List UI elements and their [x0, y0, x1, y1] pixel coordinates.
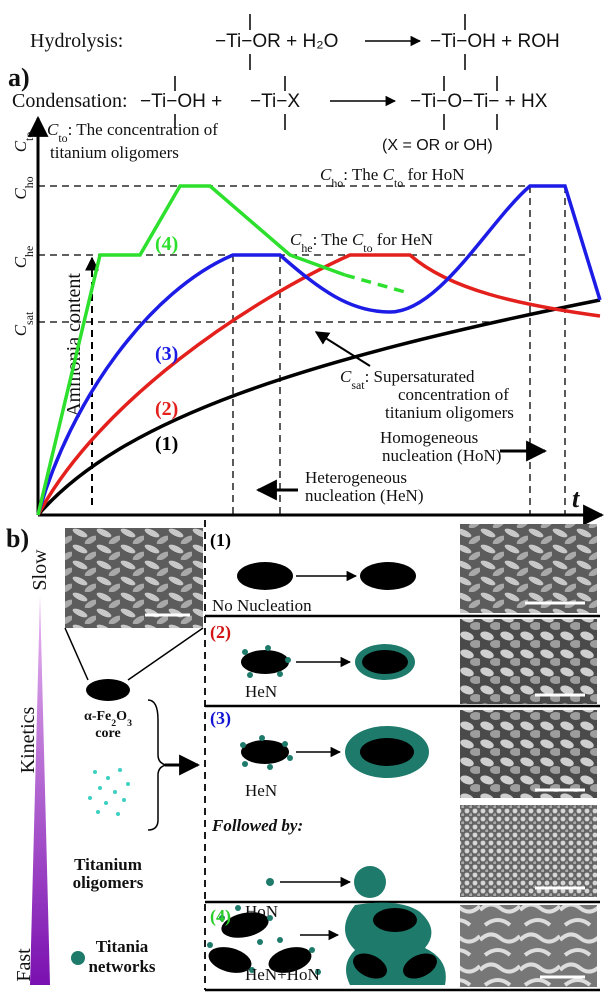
core-particle — [237, 562, 293, 590]
kinetics-fast: Fast — [13, 948, 35, 982]
text-segment: α-Fe — [84, 709, 111, 724]
sem-image — [460, 710, 597, 798]
oligomer-label: Titanium — [74, 855, 142, 874]
panel-caption: HeN+HoN — [245, 965, 320, 984]
figure: Hydrolysis: −Ti−OR + H₂O −Ti−OH + ROH a)… — [0, 0, 607, 995]
text-segment: C — [47, 120, 59, 139]
concentration-graph: Cto Cho Che Csat Cto: The concentration … — [11, 118, 602, 515]
text-segment: C — [290, 230, 302, 249]
y-axis-label: Cto — [11, 132, 36, 153]
core-particle — [86, 679, 130, 701]
text-segment: : The — [343, 165, 382, 184]
text-segment: for HoN — [403, 165, 464, 184]
core-particle — [362, 650, 408, 674]
text-segment: to — [363, 241, 372, 255]
curve-extension — [345, 275, 405, 292]
text-segment: C — [11, 140, 30, 152]
level-label: Che — [11, 246, 36, 269]
followed-by: Followed by: — [211, 816, 303, 835]
text-segment: he — [301, 241, 312, 255]
text-segment: sat — [22, 311, 36, 325]
text-segment: : The — [313, 230, 352, 249]
panel-number: (4) — [210, 906, 231, 927]
hydrolysis-label: Hydrolysis: — [30, 30, 123, 52]
hon-label: nucleation (HoN) — [382, 446, 501, 465]
text-segment: to — [394, 176, 403, 190]
level-note: Che: The Cto for HeN — [290, 230, 433, 255]
level-label: Csat — [11, 311, 36, 336]
oligomer-dot — [266, 878, 274, 886]
text-segment: C — [11, 256, 30, 268]
core-particle — [360, 562, 416, 590]
hydrolysis-products: −Ti−OH + ROH — [430, 31, 560, 52]
x-axis-label: t — [572, 484, 580, 513]
condensation-reactant: −Ti−OH + — [140, 91, 222, 112]
panel-label: b) — [6, 524, 29, 553]
hen-label: nucleation (HeN) — [305, 486, 423, 505]
network-dot — [71, 951, 85, 965]
zoom-line — [65, 628, 88, 680]
sat-note: concentration of — [398, 385, 509, 404]
text-segment: 3 — [127, 718, 132, 729]
level-label: Cho — [11, 176, 36, 199]
panel-number: (3) — [210, 708, 231, 729]
kinetics-slow: Slow — [29, 549, 51, 591]
text-segment: ho — [22, 176, 36, 188]
sem-image — [65, 528, 203, 628]
oligomer-label: oligomers — [73, 873, 144, 892]
sem-image — [460, 619, 597, 704]
text-segment: sat — [351, 378, 365, 392]
core-particle — [373, 908, 417, 932]
text-segment: C — [320, 165, 332, 184]
panel-caption: HeN — [245, 682, 277, 701]
network-label: Titania — [96, 937, 149, 956]
panel-label: a) — [8, 63, 30, 92]
condensation-label: Condensation: — [12, 90, 128, 112]
core-particle — [241, 650, 289, 674]
scheme: b) Slow Kinetics Fast α-Fe2O3 core Titan… — [6, 520, 600, 990]
y-description: titanium oligomers — [50, 143, 179, 162]
panel-number: (2) — [210, 622, 231, 643]
kinetics-gradient — [30, 595, 50, 985]
sem-image — [460, 905, 597, 987]
zoom-line — [128, 628, 203, 680]
core-label: core — [95, 726, 120, 741]
text-segment: for HeN — [373, 230, 433, 249]
y-description: Cto: The concentration of — [47, 120, 218, 145]
panel-number: (1) — [210, 530, 231, 551]
panel-caption: No Nucleation — [212, 596, 312, 615]
condensation-reactant: −Ti−X — [250, 91, 300, 112]
text-segment: C — [383, 165, 395, 184]
sat-note: titanium oligomers — [385, 403, 514, 422]
text-segment: C — [11, 188, 30, 200]
text-segment: : The concentration of — [68, 120, 219, 139]
text-segment: he — [22, 246, 36, 257]
hon-label: Homogeneous — [380, 428, 478, 447]
text-segment: O — [116, 709, 127, 724]
condensation-products: −Ti−O−Ti− + HX — [410, 91, 548, 112]
hen-label: Heterogeneous — [305, 468, 407, 487]
text-segment: C — [340, 367, 352, 386]
text-segment: C — [11, 324, 30, 336]
text-segment: to — [22, 132, 36, 141]
sem-image — [460, 805, 597, 897]
curve-label: (3) — [155, 343, 178, 365]
brace — [148, 700, 166, 830]
core-particle — [241, 740, 289, 764]
text-segment: C — [352, 230, 364, 249]
substituent-note: (X = OR or OH) — [382, 137, 493, 154]
sem-image — [460, 524, 597, 613]
curve-label: (2) — [155, 398, 178, 420]
curve-label: (4) — [155, 233, 178, 255]
text-segment: : Supersaturated — [365, 367, 475, 386]
curve-label: (1) — [155, 433, 178, 455]
text-segment: ho — [331, 176, 343, 190]
network-label: networks — [88, 957, 155, 976]
kinetics-label: Kinetics — [17, 706, 39, 773]
core-particle — [360, 738, 414, 766]
panel-caption: HeN — [245, 781, 277, 800]
oligomer-dots — [88, 768, 130, 816]
hydrolysis-reactants: −Ti−OR + H₂O — [215, 31, 338, 52]
titania-particle — [354, 866, 386, 898]
